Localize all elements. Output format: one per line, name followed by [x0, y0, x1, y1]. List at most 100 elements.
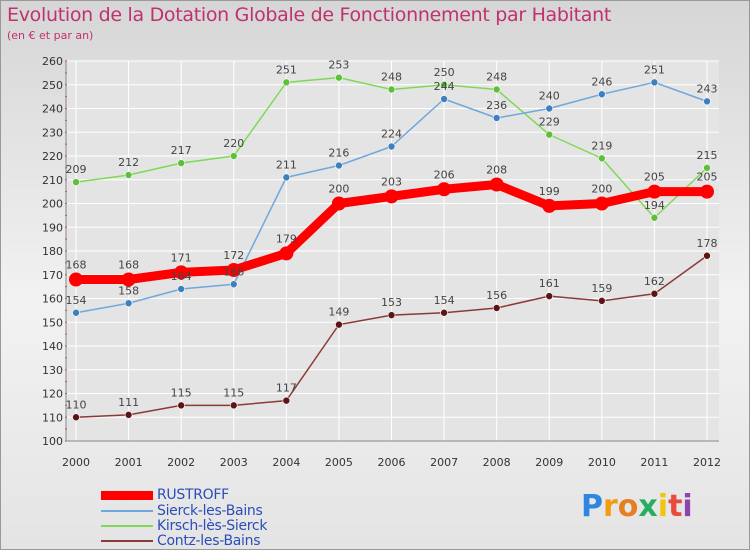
data-label-sierck-les-bains: 240 [539, 90, 560, 103]
data-label-rustroff: 208 [486, 164, 507, 177]
data-label-contz-les-bains: 159 [591, 282, 612, 295]
data-label-sierck-les-bains: 243 [697, 82, 718, 95]
data-label-rustroff: 168 [66, 259, 87, 272]
data-point-contz-les-bains [124, 411, 133, 419]
data-point-contz-les-bains [229, 401, 238, 410]
data-point-sierck-les-bains [72, 308, 80, 317]
data-point-rustroff [542, 198, 557, 213]
legend-item-sierck[interactable]: Sierck-les-Bains [101, 503, 361, 520]
logo-letter: i [682, 489, 693, 524]
data-label-contz-les-bains: 111 [118, 396, 139, 409]
legend-label-rustroff: RUSTROFF [157, 487, 229, 503]
data-point-sierck-les-bains [440, 95, 448, 103]
y-tick-label: 170 [42, 269, 63, 282]
logo-letter: i [657, 489, 669, 524]
data-label-sierck-les-bains: 211 [276, 158, 297, 171]
data-point-rustroff [437, 182, 452, 197]
data-point-sierck-les-bains [229, 280, 238, 289]
logo-letter: P [581, 489, 603, 524]
legend-label-contz: Contz-les-Bains [157, 533, 261, 549]
x-tick-label: 2012 [693, 456, 721, 469]
data-label-contz-les-bains: 115 [171, 386, 192, 399]
data-point-sierck-les-bains [177, 285, 185, 293]
data-point-kirsch-l-s-sierck [387, 85, 396, 94]
data-label-kirsch-l-s-sierck: 229 [539, 116, 560, 129]
data-point-contz-les-bains [335, 320, 343, 329]
data-point-rustroff [174, 265, 189, 280]
legend-item-kirsch[interactable]: Kirsch-lès-Sierck [101, 518, 361, 535]
data-label-rustroff: 200 [328, 183, 349, 196]
y-tick-label: 240 [42, 103, 63, 116]
y-tick-label: 190 [42, 221, 63, 234]
data-point-sierck-les-bains [492, 114, 501, 122]
legend-label-kirsch: Kirsch-lès-Sierck [157, 518, 268, 534]
data-label-contz-les-bains: 153 [381, 296, 402, 309]
proxiti-logo: Proxiti [581, 489, 693, 524]
data-label-sierck-les-bains: 244 [434, 80, 455, 93]
legend-item-rustroff[interactable]: RUSTROFF [101, 487, 361, 504]
legend-swatch-kirsch [101, 525, 153, 527]
data-point-sierck-les-bains [282, 173, 291, 182]
data-point-rustroff [594, 196, 609, 211]
y-tick-label: 260 [42, 55, 63, 68]
data-label-contz-les-bains: 156 [486, 289, 507, 302]
chart-title: Evolution de la Dotation Globale de Fonc… [7, 4, 612, 26]
data-point-contz-les-bains [72, 413, 80, 422]
x-tick-label: 2007 [430, 456, 458, 469]
data-label-contz-les-bains: 178 [697, 237, 718, 250]
data-label-rustroff: 171 [171, 251, 192, 264]
data-point-sierck-les-bains [598, 90, 606, 99]
legend-item-contz[interactable]: Contz-les-Bains [101, 533, 361, 549]
data-point-rustroff [69, 272, 83, 287]
x-tick-label: 2003 [220, 456, 248, 469]
data-label-rustroff: 200 [591, 183, 612, 196]
data-label-kirsch-l-s-sierck: 217 [171, 144, 192, 157]
data-label-kirsch-l-s-sierck: 219 [591, 139, 612, 152]
data-point-contz-les-bains [703, 251, 711, 260]
data-point-kirsch-l-s-sierck [440, 80, 448, 89]
data-point-kirsch-l-s-sierck [545, 130, 554, 139]
x-tick-label: 2001 [115, 456, 143, 469]
data-label-rustroff: 205 [697, 171, 718, 184]
y-tick-label: 140 [42, 340, 63, 353]
data-point-sierck-les-bains [703, 97, 711, 106]
legend-swatch-sierck [101, 510, 153, 512]
data-point-contz-les-bains [177, 401, 185, 410]
data-point-contz-les-bains [598, 297, 606, 305]
data-point-rustroff [121, 272, 136, 287]
data-label-contz-les-bains: 110 [66, 398, 87, 411]
data-label-contz-les-bains: 117 [276, 382, 297, 395]
data-point-rustroff [700, 184, 714, 199]
data-point-contz-les-bains [492, 304, 501, 312]
data-label-kirsch-l-s-sierck: 209 [66, 163, 87, 176]
x-tick-label: 2008 [483, 456, 511, 469]
y-tick-label: 120 [42, 388, 63, 401]
y-tick-label: 100 [42, 435, 63, 448]
data-label-kirsch-l-s-sierck: 248 [486, 71, 507, 84]
data-point-rustroff [489, 177, 504, 192]
data-point-kirsch-l-s-sierck [124, 171, 133, 179]
y-tick-label: 250 [42, 79, 63, 92]
data-label-rustroff: 199 [539, 185, 560, 198]
x-tick-label: 2004 [272, 456, 300, 469]
x-tick-label: 2010 [588, 456, 616, 469]
data-label-contz-les-bains: 149 [328, 306, 349, 319]
data-point-contz-les-bains [440, 308, 448, 317]
data-point-kirsch-l-s-sierck [177, 159, 185, 167]
x-tick-label: 2009 [535, 456, 563, 469]
data-label-rustroff: 206 [434, 168, 455, 181]
data-label-sierck-les-bains: 154 [66, 294, 87, 307]
data-point-contz-les-bains [282, 396, 291, 405]
y-tick-label: 150 [42, 316, 63, 329]
data-label-kirsch-l-s-sierck: 212 [118, 156, 139, 169]
chart-subtitle: (en € et par an) [7, 29, 94, 42]
data-point-kirsch-l-s-sierck [598, 154, 606, 163]
data-point-kirsch-l-s-sierck [650, 213, 659, 222]
legend-label-sierck: Sierck-les-Bains [157, 503, 263, 519]
data-point-contz-les-bains [650, 289, 659, 298]
y-tick-label: 160 [42, 293, 63, 306]
data-point-kirsch-l-s-sierck [492, 85, 501, 94]
data-label-sierck-les-bains: 216 [328, 147, 349, 160]
x-tick-label: 2006 [378, 456, 406, 469]
x-tick-label: 2002 [167, 456, 195, 469]
